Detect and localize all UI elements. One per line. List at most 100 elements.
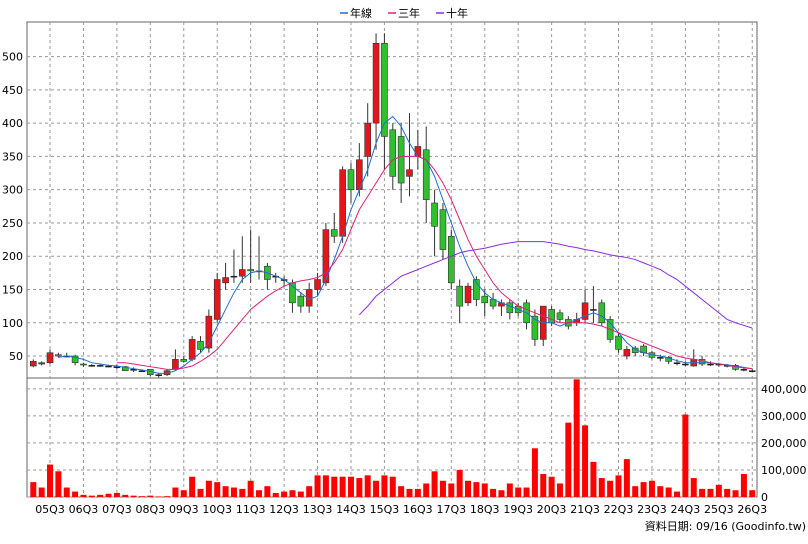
candle-body [506, 302, 514, 314]
volume-bar [256, 490, 263, 497]
x-tick-label: 21Q3 [570, 503, 600, 516]
volume-bar [247, 480, 254, 497]
volume-bar [189, 476, 196, 497]
plot-frame [26, 21, 758, 498]
candle-body [439, 209, 447, 250]
candle-body [397, 136, 405, 184]
volume-bar [30, 482, 37, 497]
candle-body [598, 302, 606, 324]
volume-bar [373, 480, 380, 497]
volume-bar [297, 491, 304, 497]
candle-body [105, 365, 112, 368]
y-tick-label: 350 [2, 150, 23, 163]
candle-body [422, 149, 430, 200]
x-tick-label: 16Q3 [403, 503, 433, 516]
candle-body [222, 277, 229, 284]
candle-body [673, 362, 681, 364]
volume-bar [465, 480, 472, 497]
x-tick-label: 09Q3 [169, 503, 199, 516]
volume-bar [214, 482, 221, 497]
candle-body [414, 146, 422, 157]
source-note: 資料日期: 09/16 (Goodinfo.tw) [645, 519, 806, 533]
volume-bar [715, 484, 722, 497]
volume-bar [322, 475, 329, 497]
ma-line [358, 241, 753, 329]
y2-tick-label: 300,000 [761, 410, 807, 423]
candle-body [447, 235, 455, 284]
volume-bar [172, 487, 179, 497]
volume-bar [222, 486, 229, 497]
volume-bar [590, 461, 597, 497]
candle-body [481, 295, 489, 304]
candle-body [590, 309, 597, 311]
x-tick-label: 18Q3 [470, 503, 500, 516]
volume-bar [130, 495, 137, 497]
volume-bar [205, 480, 212, 497]
x-tick-label: 26Q3 [737, 503, 767, 516]
volume-bar [515, 487, 522, 497]
candle-body [339, 169, 346, 237]
candle-body [740, 369, 748, 371]
volume-bar [506, 483, 513, 497]
x-tick-label: 15Q3 [370, 503, 400, 516]
volume-bar [439, 480, 446, 497]
volume-bar [749, 490, 756, 497]
volume-bar [88, 495, 95, 497]
volume-bar [230, 487, 237, 497]
volume-bar [632, 486, 639, 497]
volume-bar [481, 483, 488, 497]
volume-bar [180, 490, 187, 497]
volume-bar [381, 475, 388, 497]
volume-bar [640, 482, 647, 497]
volume-bar [607, 480, 614, 497]
x-tick-label: 07Q3 [102, 503, 132, 516]
volume-bar [314, 475, 321, 497]
volume-bar [648, 480, 655, 497]
candle-body [682, 363, 689, 366]
x-tick-label: 23Q3 [637, 503, 667, 516]
volume-bar [573, 379, 580, 497]
candle-body [656, 357, 664, 359]
candle-body [71, 355, 79, 363]
x-tick-label: 14Q3 [336, 503, 366, 516]
volume-bar [105, 493, 112, 497]
volume-bar [289, 490, 296, 497]
volume-bar [406, 488, 413, 497]
volume-bar [707, 488, 714, 497]
candle-body [46, 352, 54, 363]
candle-body [623, 349, 631, 357]
candle-body [180, 359, 188, 362]
volume-bar [272, 492, 279, 497]
candle-body [556, 312, 564, 320]
candle-body [205, 315, 213, 349]
volume-bar [55, 471, 62, 497]
ma-line [58, 115, 753, 374]
volume-bar [732, 490, 739, 497]
x-tick-label: 06Q3 [69, 503, 99, 516]
volume-bar [490, 488, 497, 497]
y-tick-label: 50 [9, 350, 23, 363]
candle-body [615, 335, 622, 350]
volume-bar [347, 476, 354, 497]
volume-bar [264, 486, 271, 497]
candle-body [364, 122, 372, 157]
volume-bar [674, 491, 681, 497]
y-tick-label: 250 [2, 217, 23, 230]
ma-line [116, 155, 753, 370]
volume-bar [699, 488, 706, 497]
volume-bar [540, 474, 547, 497]
candle-body [121, 366, 129, 371]
volume-bar [531, 448, 538, 497]
volume-bar [138, 496, 145, 497]
candle-body [138, 370, 146, 372]
candle-body [707, 363, 714, 366]
y-tick-label: 100 [2, 317, 23, 330]
candle-body [155, 374, 162, 376]
volume-bar [331, 476, 338, 497]
volume-bar [398, 486, 405, 497]
volume-bar [47, 464, 54, 497]
candle-body [314, 279, 321, 290]
candle-body [330, 229, 338, 237]
volume-bar [548, 476, 555, 497]
x-tick-label: 24Q3 [671, 503, 701, 516]
